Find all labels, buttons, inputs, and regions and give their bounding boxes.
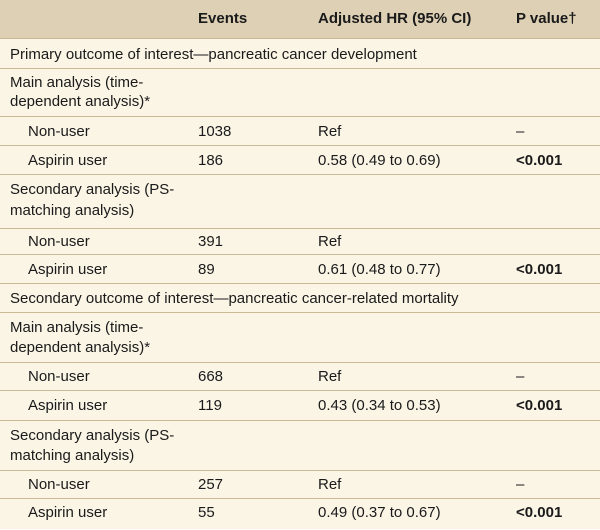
events-value: 119 xyxy=(198,397,222,414)
section-title: Secondary outcome of interest—pancreatic… xyxy=(10,290,459,307)
analysis-label-row: Main analysis (time- dependent analysis)… xyxy=(0,68,600,117)
p-value: – xyxy=(516,476,525,493)
analysis-label-line1: Secondary analysis (PS- xyxy=(10,181,175,198)
analysis-label-line1: Secondary analysis (PS- xyxy=(10,427,175,444)
events-value: 55 xyxy=(198,504,215,521)
section-title-row: Primary outcome of interest—pancreatic c… xyxy=(0,38,600,69)
group-label: Aspirin user xyxy=(28,504,108,521)
table-row: Non-user 257 Ref – xyxy=(0,470,600,499)
hr-value: 0.43 (0.34 to 0.53) xyxy=(318,397,441,414)
hr-value: Ref xyxy=(318,368,342,385)
hr-value: 0.61 (0.48 to 0.77) xyxy=(318,261,441,278)
p-value: <0.001 xyxy=(516,261,563,278)
table-row: Aspirin user 119 0.43 (0.34 to 0.53) <0.… xyxy=(0,390,600,421)
section-title-row: Secondary outcome of interest—pancreatic… xyxy=(0,283,600,313)
header-p-value: P value† xyxy=(516,10,577,27)
p-value: <0.001 xyxy=(516,504,563,521)
group-label: Aspirin user xyxy=(28,261,108,278)
table-row: Aspirin user 186 0.58 (0.49 to 0.69) <0.… xyxy=(0,145,600,175)
hr-value: Ref xyxy=(318,123,342,140)
hr-value: 0.58 (0.49 to 0.69) xyxy=(318,152,441,169)
group-label: Non-user xyxy=(28,233,90,250)
group-label: Non-user xyxy=(28,123,90,140)
hr-value: 0.49 (0.37 to 0.67) xyxy=(318,504,441,521)
events-value: 668 xyxy=(198,368,224,385)
analysis-label-line2: matching analysis) xyxy=(10,202,135,219)
p-value: <0.001 xyxy=(516,397,563,414)
table-row: Aspirin user 55 0.49 (0.37 to 0.67) <0.0… xyxy=(0,498,600,530)
p-value: <0.001 xyxy=(516,152,563,169)
analysis-label-line2: dependent analysis)* xyxy=(10,93,151,110)
header-hr: Adjusted HR (95% CI) xyxy=(318,10,472,27)
events-value: 89 xyxy=(198,261,215,278)
group-label: Non-user xyxy=(28,368,90,385)
group-label: Non-user xyxy=(28,476,90,493)
events-value: 257 xyxy=(198,476,224,493)
header-events: Events xyxy=(198,10,248,27)
events-value: 1038 xyxy=(198,123,232,140)
analysis-label-row: Secondary analysis (PS- matching analysi… xyxy=(0,174,600,229)
section-title: Primary outcome of interest—pancreatic c… xyxy=(10,46,417,63)
events-value: 391 xyxy=(198,233,224,250)
table-header: Events Adjusted HR (95% CI) P value† xyxy=(0,0,600,38)
table-row: Non-user 668 Ref – xyxy=(0,362,600,391)
hr-value: Ref xyxy=(318,233,342,250)
analysis-label-row: Secondary analysis (PS- matching analysi… xyxy=(0,420,600,471)
events-value: 186 xyxy=(198,152,224,169)
analysis-label-row: Main analysis (time- dependent analysis)… xyxy=(0,312,600,363)
analysis-label-line1: Main analysis (time- xyxy=(10,74,144,91)
hr-value: Ref xyxy=(318,476,342,493)
table-row: Non-user 391 Ref xyxy=(0,228,600,255)
analysis-label-line2: dependent analysis)* xyxy=(10,339,151,356)
p-value: – xyxy=(516,368,525,385)
table-row: Non-user 1038 Ref – xyxy=(0,116,600,146)
group-label: Aspirin user xyxy=(28,397,108,414)
analysis-label-line2: matching analysis) xyxy=(10,447,135,464)
p-value: – xyxy=(516,123,525,140)
group-label: Aspirin user xyxy=(28,152,108,169)
table-row: Aspirin user 89 0.61 (0.48 to 0.77) <0.0… xyxy=(0,254,600,284)
analysis-label-line1: Main analysis (time- xyxy=(10,319,144,336)
